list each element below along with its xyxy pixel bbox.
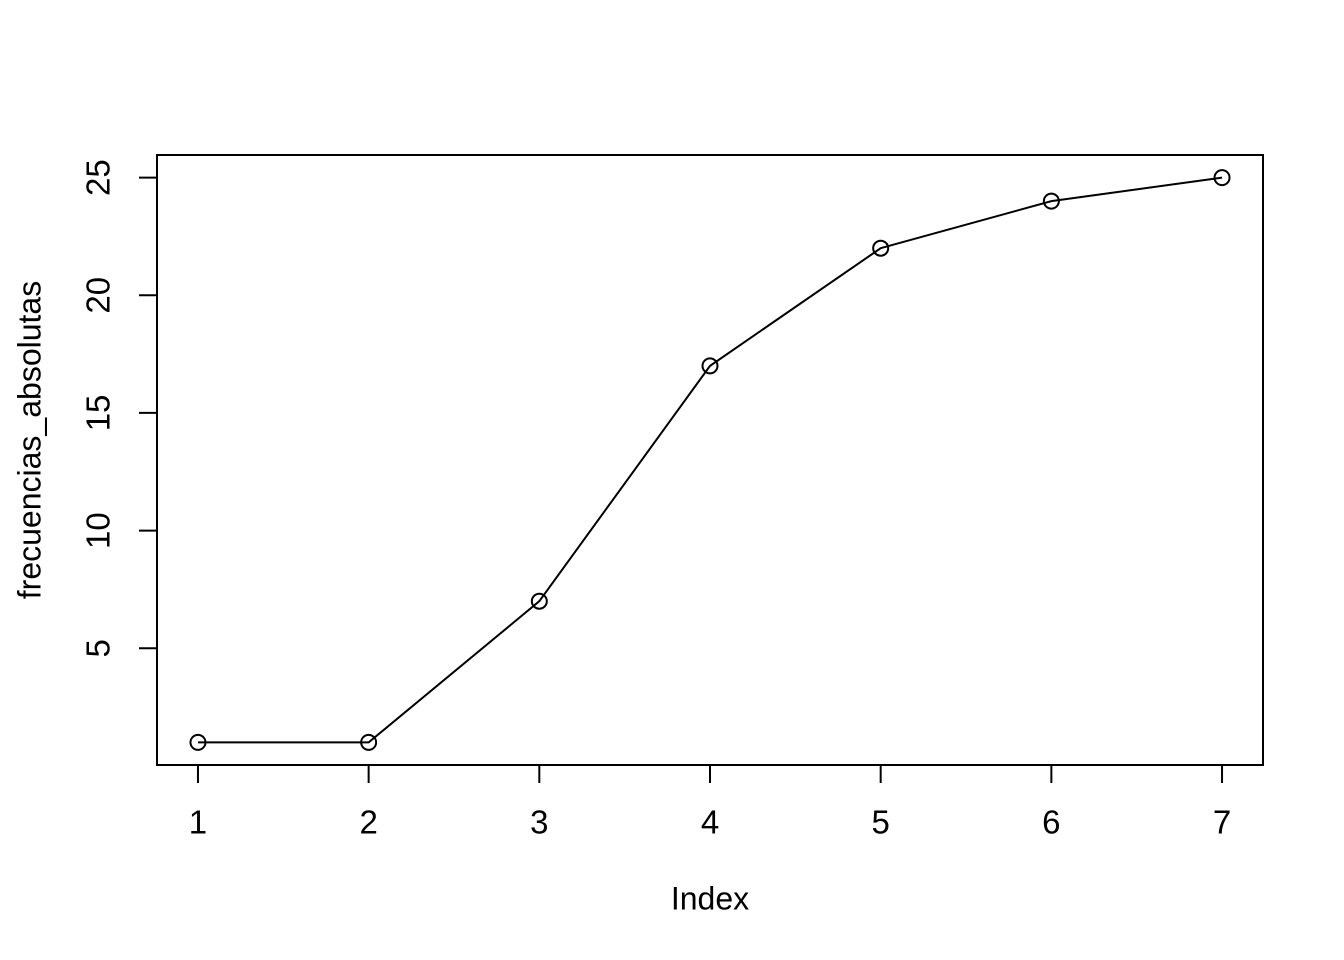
data-point: [189, 733, 207, 751]
y-axis-label: frecuencias_absolutas: [11, 280, 48, 600]
data-point: [1213, 169, 1231, 187]
y-tick-label: 10: [80, 512, 117, 549]
plot-border: [156, 154, 1264, 766]
y-tick-label: 25: [80, 159, 117, 196]
x-tick-label: 5: [871, 804, 889, 841]
y-tick-label: 20: [80, 277, 117, 314]
data-point: [360, 733, 378, 751]
x-tick-label: 3: [530, 804, 548, 841]
x-tick-label: 7: [1213, 804, 1231, 841]
y-tick-label: 5: [80, 639, 117, 657]
data-point: [530, 592, 548, 610]
x-tick-label: 2: [359, 804, 377, 841]
x-tick-label: 4: [701, 804, 719, 841]
data-point: [1042, 192, 1060, 210]
x-axis-label: Index: [670, 880, 750, 917]
data-line: [197, 176, 1223, 744]
data-point: [872, 239, 890, 257]
x-tick-label: 6: [1042, 804, 1060, 841]
x-tick-label: 1: [189, 804, 207, 841]
y-tick-label: 15: [80, 395, 117, 432]
data-point: [701, 357, 719, 375]
